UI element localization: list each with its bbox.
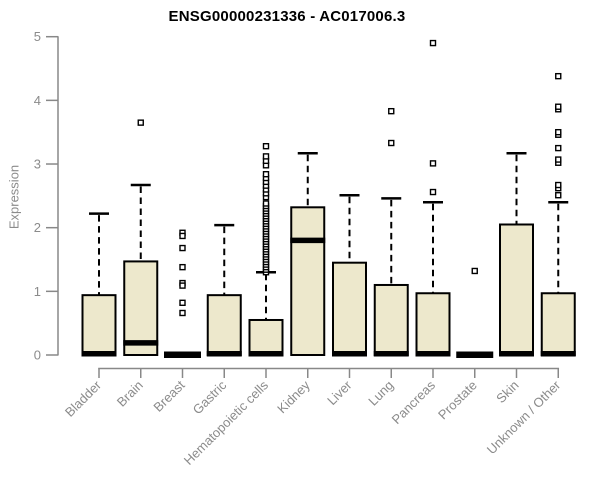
- box-rect: [373, 283, 409, 356]
- outlier-point: [262, 153, 270, 160]
- box-rect: [81, 294, 117, 357]
- outlier-point: [388, 107, 395, 115]
- box-rect: [290, 206, 326, 356]
- box-rect: [206, 294, 242, 357]
- y-tick-label: 5: [34, 29, 41, 44]
- outlier-point: [555, 72, 562, 80]
- y-tick-label: 4: [34, 93, 41, 108]
- outlier-point: [262, 200, 270, 207]
- outlier-point: [262, 171, 270, 178]
- box-gastric: [206, 223, 242, 357]
- box-pancreas: [415, 39, 451, 357]
- outlier-point: [555, 181, 562, 189]
- outlier-point: [555, 192, 562, 199]
- y-axis: 0 1 2 3 4 5: [34, 29, 59, 363]
- outlier-point: [555, 144, 562, 152]
- x-tick-label: Brain: [114, 378, 146, 410]
- x-tick-label: Lung: [365, 378, 396, 409]
- x-tick-label: Prostate: [435, 378, 480, 423]
- outlier-point: [179, 232, 186, 240]
- x-tick-label: Skin: [493, 378, 521, 406]
- box-rect: [332, 261, 367, 356]
- chart-title: ENSG00000231336 - AC017006.3: [168, 8, 406, 25]
- outlier-point: [388, 139, 395, 147]
- box-hematopoietic-cells: [248, 142, 284, 357]
- box-liver: [332, 193, 367, 357]
- x-tick-label: Pancreas: [389, 377, 439, 427]
- outlier-point: [555, 156, 562, 163]
- y-tick-label: 1: [34, 284, 41, 299]
- outlier-point: [179, 263, 186, 271]
- box-breast: [164, 229, 201, 358]
- outlier-point: [471, 267, 478, 275]
- x-tick-label: Kidney: [274, 377, 313, 416]
- box-prostate: [456, 267, 494, 358]
- box-rect: [415, 292, 451, 356]
- outlier-point: [262, 142, 270, 150]
- box-rect: [123, 260, 159, 356]
- outlier-point: [137, 119, 144, 126]
- outlier-point: [429, 160, 437, 167]
- y-tick-label: 0: [34, 348, 41, 363]
- box-skin: [499, 151, 534, 357]
- outlier-point: [429, 39, 437, 47]
- box-rect: [499, 223, 534, 356]
- box-rect: [248, 318, 284, 356]
- x-tick-label: Bladder: [62, 377, 105, 420]
- outlier-point: [429, 188, 437, 196]
- x-tick-label: Breast: [150, 377, 187, 414]
- y-tick-label: 2: [34, 220, 41, 235]
- outlier-point: [179, 309, 186, 317]
- outlier-point: [179, 299, 186, 306]
- box-brain: [123, 119, 159, 356]
- outlier-point: [555, 128, 562, 136]
- box-unknown-other: [540, 72, 576, 357]
- x-tick-label: Unknown / Other: [484, 377, 564, 457]
- box-lung: [373, 107, 409, 357]
- outlier-point: [179, 282, 186, 289]
- y-tick-label: 3: [34, 157, 41, 172]
- box-kidney: [290, 151, 326, 356]
- x-tick-label: Gastric: [190, 377, 230, 417]
- box-bladder: [81, 212, 117, 357]
- outlier-point: [179, 244, 186, 252]
- box-rect: [540, 292, 576, 356]
- outlier-point: [555, 103, 562, 110]
- x-tick-label: Liver: [324, 377, 355, 408]
